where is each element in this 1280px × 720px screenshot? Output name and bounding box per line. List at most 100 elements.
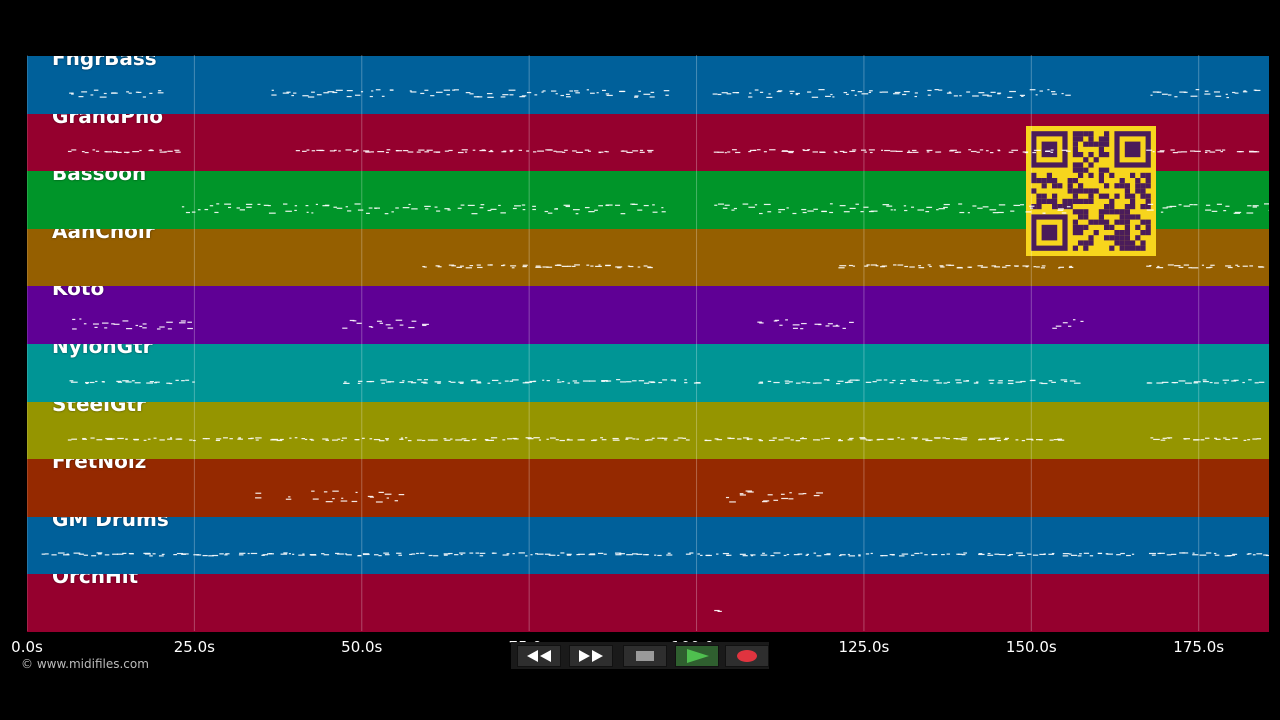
qr-module [1083,141,1089,147]
qr-module [1088,188,1094,194]
rewind-icon [527,650,551,662]
qr-module [1130,204,1136,210]
qr-module [1135,188,1141,194]
qr-module [1083,214,1089,220]
track-row[interactable]: GM Drums [27,515,1269,575]
qr-module [1130,172,1136,178]
qr-module [1067,198,1073,204]
qr-module [1135,183,1141,189]
play-icon [687,649,709,663]
qr-module [1036,193,1042,199]
qr-module [1078,224,1084,230]
qr-module [1140,193,1146,199]
qr-module [1098,172,1104,178]
qr-module [1124,230,1130,236]
qr-module [1046,178,1052,184]
qr-module [1145,204,1151,210]
qr-module [1098,209,1104,215]
qr-module [1093,230,1099,236]
qr-module [1062,198,1068,204]
time-tick-label: 0.0s [11,638,43,656]
track-row[interactable]: FretNoiz [27,458,1269,517]
qr-module [1098,214,1104,220]
qr-module [1098,141,1104,147]
qr-module [1088,240,1094,246]
qr-module [1078,136,1084,142]
qr-module [1088,198,1094,204]
qr-module [1072,209,1078,215]
qr-module [1078,162,1084,168]
qr-module [1145,198,1151,204]
qr-code[interactable] [1026,126,1156,256]
qr-module [1083,157,1089,163]
time-tick-label: 175.0s [1173,638,1225,656]
qr-module [1072,224,1078,230]
track-label: Koto [52,285,105,301]
qr-module [1078,198,1084,204]
track-row[interactable]: Koto [27,285,1269,344]
qr-module [1093,157,1099,163]
record-button[interactable] [725,645,769,667]
qr-module [1098,219,1104,225]
qr-module [1145,219,1151,225]
qr-module [1088,235,1094,241]
qr-module [1130,240,1136,246]
stop-button[interactable] [623,645,667,667]
qr-module [1067,183,1073,189]
qr-finder [1041,141,1058,158]
track-label: FretNoiz [52,458,147,474]
track-label: NylonGtr [52,343,153,358]
qr-module [1140,230,1146,236]
play-button[interactable] [675,645,719,667]
track-row[interactable]: FngrBass [27,55,1269,114]
qr-module [1119,245,1125,251]
rewind-button[interactable] [517,645,561,667]
track-label: FngrBass [52,55,157,70]
qr-module [1078,167,1084,173]
qr-module [1098,167,1104,173]
qr-module [1078,131,1084,137]
track-label: GM Drums [52,515,169,531]
qr-module [1072,131,1078,137]
qr-module [1083,245,1089,251]
qr-module [1041,178,1047,184]
qr-module [1135,245,1141,251]
qr-module [1124,235,1130,241]
qr-module [1119,230,1125,236]
qr-module [1072,167,1078,173]
qr-module [1088,131,1094,137]
qr-module [1104,152,1110,158]
qr-module [1145,172,1151,178]
qr-module [1098,152,1104,158]
qr-module [1067,204,1073,210]
qr-module [1114,183,1120,189]
track-row[interactable]: SteelGtr [27,400,1269,460]
qr-module [1145,183,1151,189]
qr-module [1052,183,1058,189]
fast-forward-button[interactable] [569,645,613,667]
qr-module [1072,178,1078,184]
qr-module [1119,209,1125,215]
qr-module [1072,219,1078,225]
time-tick-label: 25.0s [173,638,215,656]
record-icon [737,650,757,662]
qr-module [1140,188,1146,194]
qr-module [1104,224,1110,230]
qr-module [1104,219,1110,225]
qr-module [1109,224,1115,230]
qr-module [1057,183,1063,189]
qr-module [1114,219,1120,225]
qr-module [1057,204,1063,210]
qr-finder [1041,224,1058,241]
qr-module [1093,219,1099,225]
qr-module [1083,209,1089,215]
track-row[interactable]: NylonGtr [27,343,1269,402]
qr-module [1124,219,1130,225]
qr-module [1072,136,1078,142]
qr-module [1046,198,1052,204]
qr-module [1104,131,1110,137]
qr-module [1088,136,1094,142]
qr-module [1031,178,1037,184]
copyright-text: © www.midifiles.com [21,657,149,671]
track-row[interactable]: OrchHit [27,573,1269,632]
